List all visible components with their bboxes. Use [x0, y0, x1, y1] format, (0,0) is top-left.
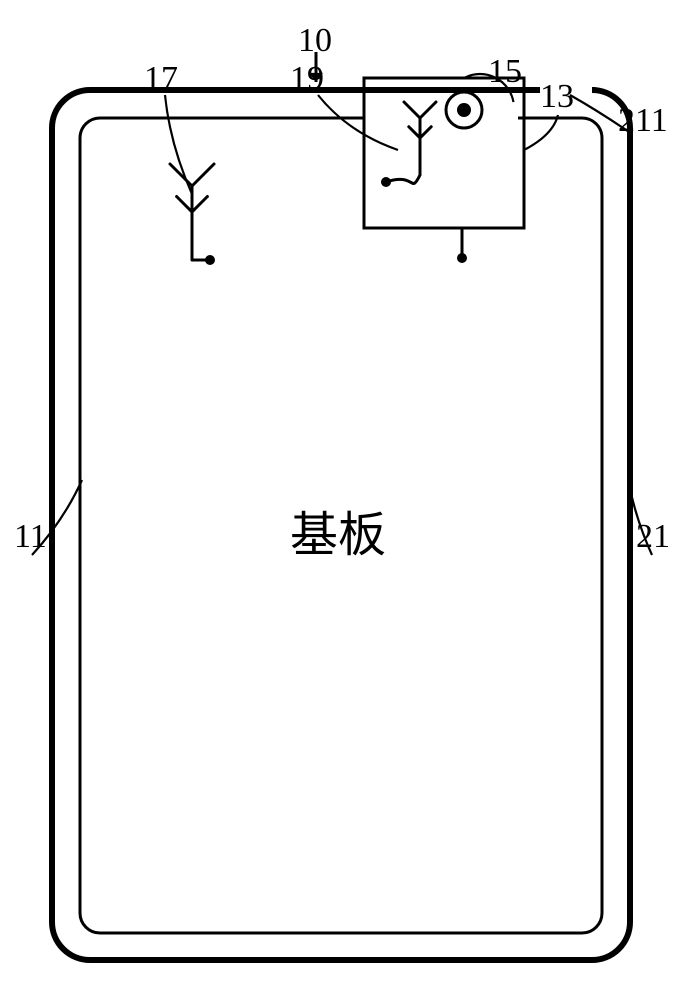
- antenna-prong: [177, 197, 192, 212]
- leader-17: [165, 95, 192, 194]
- camera-inner: [457, 103, 471, 117]
- frame-path: [52, 90, 630, 960]
- leader-13: [524, 115, 558, 150]
- leader-11: [32, 480, 82, 555]
- frame-path: [80, 118, 602, 933]
- antenna-prong: [192, 197, 207, 212]
- antenna-prong: [192, 164, 214, 186]
- ground-dot: [205, 255, 215, 265]
- module-box: [364, 78, 524, 228]
- antenna-prong: [409, 127, 420, 138]
- antenna-ground-wire: [386, 175, 420, 183]
- ground-dot: [381, 177, 391, 187]
- arrow-10-head: [309, 73, 323, 82]
- antenna-prong: [420, 127, 431, 138]
- ground-dot: [457, 253, 467, 263]
- diagram-svg: [0, 0, 682, 1000]
- antenna-prong: [404, 102, 420, 118]
- antenna-prong: [420, 102, 436, 118]
- leader-19: [318, 95, 398, 150]
